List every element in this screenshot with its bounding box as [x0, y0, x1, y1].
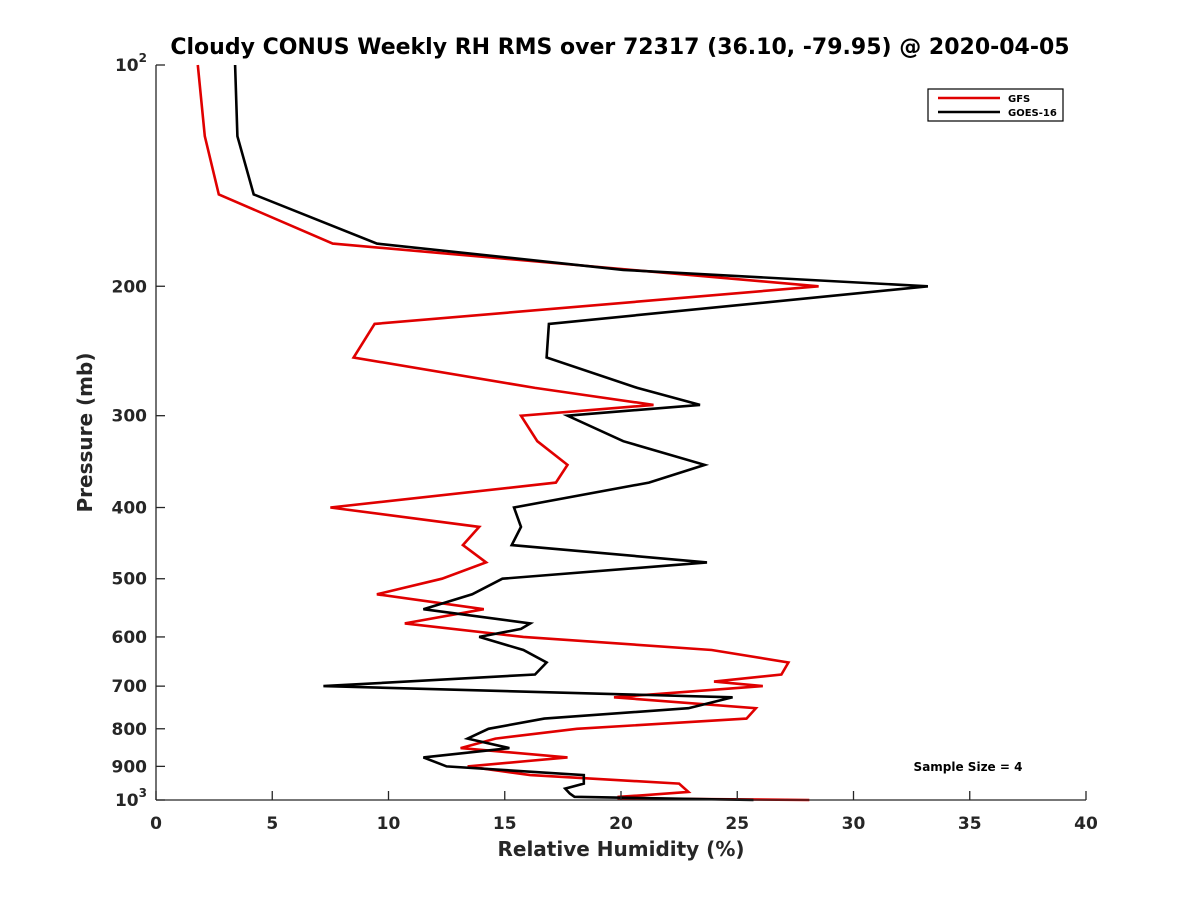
- x-tick-label: 25: [725, 814, 749, 834]
- x-tick-label: 10: [377, 814, 401, 834]
- plot-background: [156, 65, 1086, 800]
- x-axis-label: Relative Humidity (%): [497, 837, 744, 861]
- legend-label-gfs: GFS: [1008, 94, 1030, 105]
- y-tick-label: 200: [112, 277, 148, 297]
- series-line-goes-16: [233, 64, 929, 802]
- y-tick-label: 103: [115, 786, 147, 811]
- y-tick-label: 700: [112, 677, 148, 697]
- chart-title: Cloudy CONUS Weekly RH RMS over 72317 (3…: [170, 35, 1069, 60]
- ticks-layer: 0 5 10 15 20 25 30 35 40 102 200 300 400 500 600 700 800…: [112, 51, 1098, 834]
- x-tick-label: 0: [150, 814, 162, 834]
- y-axis-label: Pressure (mb): [73, 353, 97, 513]
- y-tick-label: 800: [112, 720, 148, 740]
- series-layer: [196, 64, 929, 802]
- y-tick-label: 600: [112, 628, 148, 648]
- legend-label-goes-16: GOES-16: [1008, 108, 1057, 119]
- sample-size-annotation: Sample Size = 4: [914, 760, 1023, 774]
- y-tick-label: 300: [112, 407, 148, 427]
- x-tick-label: 20: [609, 814, 633, 834]
- x-tick-label: 15: [493, 814, 517, 834]
- y-tick-label: 400: [112, 499, 148, 519]
- x-tick-label: 30: [842, 814, 866, 834]
- y-tick-label: 500: [112, 570, 148, 590]
- legend: GFS GOES-16: [927, 88, 1064, 122]
- legend-box: [927, 88, 1064, 122]
- x-tick-label: 40: [1074, 814, 1098, 834]
- x-tick-label: 5: [266, 814, 278, 834]
- y-tick-label: 900: [112, 757, 148, 777]
- y-tick-label: 102: [115, 51, 147, 76]
- x-tick-label: 35: [958, 814, 982, 834]
- plot-area: [156, 65, 1086, 800]
